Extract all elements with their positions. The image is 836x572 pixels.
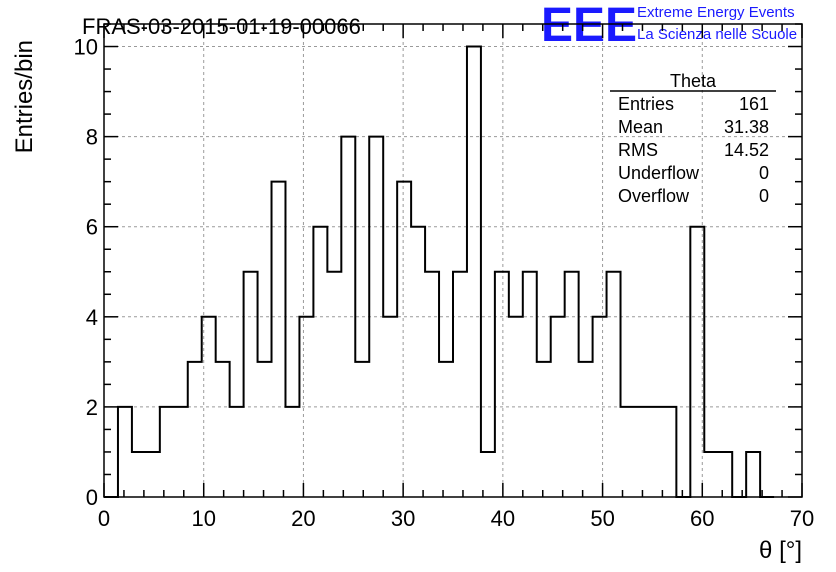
y-axis-label: Entries/bin [11, 40, 38, 153]
histogram-bin [216, 362, 230, 497]
histogram-bin [355, 362, 369, 497]
histogram-bin [146, 452, 160, 497]
x-tick-label: 0 [98, 506, 110, 531]
stats-value: 161 [739, 94, 769, 114]
stats-label: Mean [618, 117, 663, 137]
stats-label: Overflow [618, 186, 690, 206]
histogram-bin [258, 362, 272, 497]
x-tick-label: 70 [790, 506, 814, 531]
axis-ticks [103, 23, 803, 498]
histogram-bin [244, 272, 258, 497]
histogram-bin [704, 452, 718, 497]
histogram-bin [467, 47, 481, 497]
histogram-bin [341, 137, 355, 497]
stats-label: Underflow [618, 163, 700, 183]
plot-frame [103, 23, 803, 498]
histogram-bin [453, 272, 467, 497]
histogram-bin [537, 362, 551, 497]
y-tick-label: 6 [86, 215, 98, 240]
histogram-bars [104, 45, 775, 498]
histogram-bin [299, 317, 313, 497]
histogram-bin [495, 272, 509, 497]
logo-mark: EEE [541, 0, 637, 52]
stats-label: Entries [618, 94, 674, 114]
histogram-bin [565, 272, 579, 497]
x-tick-label: 50 [590, 506, 614, 531]
stats-label: RMS [618, 140, 658, 160]
eee-logo: EEE Extreme Energy Events La Scienza nel… [541, 0, 797, 52]
x-tick-label: 20 [291, 506, 315, 531]
y-tick-label: 10 [74, 35, 98, 60]
x-tick-label: 30 [391, 506, 415, 531]
y-tick-label: 8 [86, 125, 98, 150]
histogram-bin [621, 407, 635, 497]
histogram-bin [425, 272, 439, 497]
x-tick-label: 10 [191, 506, 215, 531]
stats-value: 31.38 [724, 117, 769, 137]
stats-value: 0 [759, 186, 769, 206]
histogram-bin [607, 272, 621, 497]
histogram-bin [285, 407, 299, 497]
y-tick-label: 0 [86, 485, 98, 510]
stats-box: Theta Entries 161 Mean 31.38 RMS 14.52 Underflo… [610, 71, 776, 206]
histogram-bin [411, 227, 425, 497]
logo-line-1: Extreme Energy Events [637, 4, 795, 21]
histogram-bin [188, 362, 202, 497]
stats-title: Theta [670, 71, 717, 91]
histogram-bin [648, 407, 662, 497]
histogram-bin [439, 362, 453, 497]
grid-lines [104, 24, 802, 497]
histogram-bin [579, 362, 593, 497]
histogram-bin [718, 452, 732, 497]
x-tick-label: 40 [491, 506, 515, 531]
histogram-bin [523, 272, 537, 497]
histogram-bin [383, 317, 397, 497]
y-tick-label: 4 [86, 305, 98, 330]
histogram-bin [634, 407, 648, 497]
histogram-bin [160, 407, 174, 497]
histogram-outline [104, 45, 775, 498]
x-tick-label: 60 [690, 506, 714, 531]
stats-value: 14.52 [724, 140, 769, 160]
histogram-bin [272, 182, 286, 497]
x-axis-label: θ [°] [759, 537, 802, 564]
y-tick-labels: 0 2 4 6 8 10 [74, 35, 98, 510]
y-tick-label: 2 [86, 395, 98, 420]
stats-value: 0 [759, 163, 769, 183]
histogram-bin [327, 272, 341, 497]
chart-title: FRAS-03-2015-01-19-00066 [82, 14, 361, 39]
histogram-bin [118, 407, 132, 497]
histogram-bin [397, 182, 411, 497]
x-tick-labels: 0 10 20 30 40 50 60 70 [98, 506, 814, 531]
logo-line-2: La Scienza nelle Scuole [637, 26, 797, 43]
histogram-bin [746, 452, 760, 497]
histogram-bin [174, 407, 188, 497]
histogram-bin [313, 227, 327, 497]
histogram-bin [230, 407, 244, 497]
histogram-bin [662, 407, 676, 497]
